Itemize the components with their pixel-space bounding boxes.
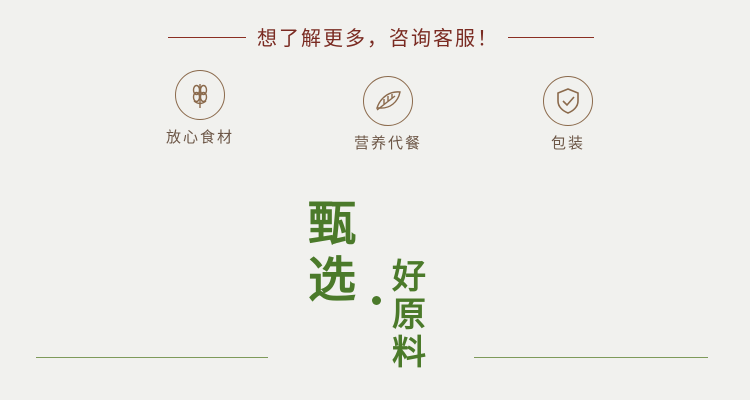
feature-label: 营养代餐 [353, 134, 422, 152]
heading-quality-materials: 好原料 [392, 257, 426, 373]
feature-label: 包装 [550, 134, 585, 152]
contact-banner-text: 想了解更多，咨询客服！ [257, 26, 499, 50]
feature-packaging: 包装 [528, 76, 608, 153]
shield-check-icon [543, 76, 593, 126]
banner-divider-right [508, 37, 594, 38]
heading-separator-dot [372, 296, 381, 305]
feature-label: 放心食材 [165, 128, 234, 146]
feature-ingredients: 放心食材 [160, 70, 240, 147]
wheat-icon [175, 70, 225, 120]
banner-divider-left [168, 37, 246, 38]
leaf-icon [363, 76, 413, 126]
bottom-divider-left [36, 357, 268, 358]
heading-select: 甄选 [308, 196, 357, 308]
bottom-divider-right [474, 357, 708, 358]
feature-nutrition: 营养代餐 [343, 76, 433, 153]
